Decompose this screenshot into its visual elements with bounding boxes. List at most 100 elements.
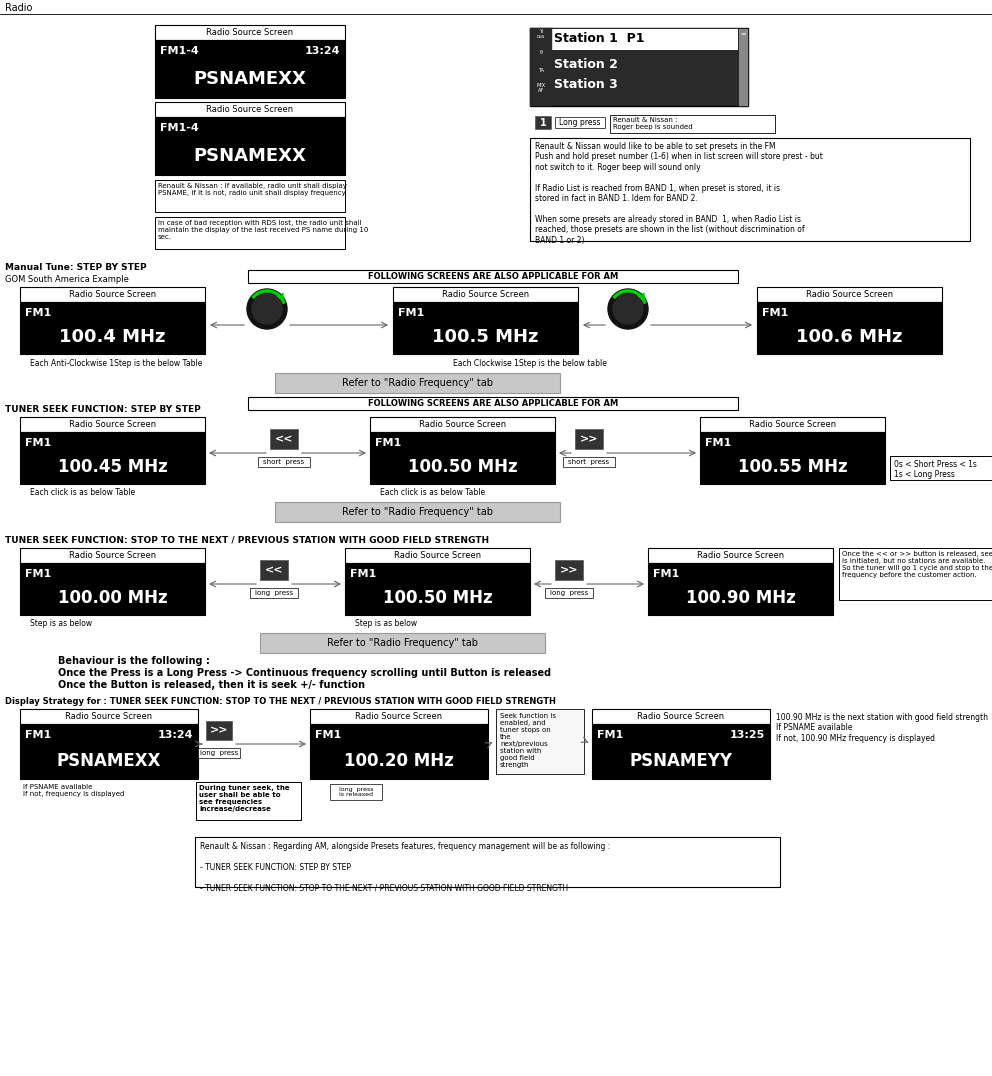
Bar [330, 784, 382, 799]
Circle shape [247, 289, 287, 329]
Bar [345, 563, 530, 615]
Bar [555, 117, 605, 128]
Bar [393, 287, 578, 302]
Text: TUNER SEEK FUNCTION: STEP BY STEP: TUNER SEEK FUNCTION: STEP BY STEP [5, 405, 200, 413]
Text: Each click is as below Table: Each click is as below Table [380, 489, 485, 497]
Text: Once the Press is a Long Press -> Continuous frequency scrolling until Button is: Once the Press is a Long Press -> Contin… [58, 668, 552, 678]
Bar [592, 724, 770, 779]
Bar [545, 587, 593, 598]
Bar [839, 548, 992, 600]
Text: Radio Source Screen: Radio Source Screen [419, 420, 506, 429]
Bar [20, 724, 198, 779]
Text: long  press: long press [550, 590, 588, 596]
Text: Radio: Radio [5, 3, 33, 13]
Circle shape [613, 294, 643, 324]
Text: Renault & Nissan : If available, radio unit shall display
PSNAME, if it is not, : Renault & Nissan : If available, radio u… [158, 183, 347, 196]
Bar [155, 217, 345, 249]
Text: FM1: FM1 [653, 569, 680, 579]
Bar [270, 429, 298, 449]
Text: long  press: long press [255, 590, 293, 596]
Bar [248, 397, 738, 410]
Bar [155, 102, 345, 117]
Text: long  press: long press [199, 750, 238, 756]
Text: During tuner seek, the
user shall be able to
see frequencies
increase/decrease: During tuner seek, the user shall be abl… [199, 785, 290, 812]
Text: Step is as below: Step is as below [30, 619, 92, 628]
Text: Radio Source Screen: Radio Source Screen [749, 420, 836, 429]
Text: 100.45 MHz: 100.45 MHz [58, 458, 168, 477]
Bar [195, 837, 780, 887]
Text: Step is as below: Step is as below [355, 619, 417, 628]
Text: 100.6 MHz: 100.6 MHz [797, 328, 903, 346]
Text: Radio Source Screen: Radio Source Screen [68, 420, 156, 429]
Text: <<: << [265, 565, 284, 575]
Text: FM1: FM1 [398, 308, 425, 318]
Text: >>: >> [579, 434, 598, 444]
Text: long  press
is released: long press is released [338, 787, 373, 797]
Bar [530, 28, 748, 107]
Text: Each Clockwise 1Step is the below table: Each Clockwise 1Step is the below table [453, 359, 607, 368]
Text: 1: 1 [540, 117, 547, 127]
Bar [310, 724, 488, 779]
Text: 100.00 MHz: 100.00 MHz [58, 590, 168, 607]
Text: MIX
AF: MIX AF [537, 83, 546, 94]
Bar [563, 457, 615, 467]
Bar [258, 457, 310, 467]
Bar [890, 456, 992, 480]
Text: 0s < Short Press < 1s
1s < Long Press: 0s < Short Press < 1s 1s < Long Press [894, 461, 977, 480]
Bar [206, 721, 232, 740]
Bar [535, 116, 551, 129]
Text: Refer to "Radio Frequency" tab: Refer to "Radio Frequency" tab [342, 507, 493, 516]
Text: FM1: FM1 [25, 730, 52, 740]
Text: FM1-4: FM1-4 [160, 123, 198, 133]
Bar [155, 25, 345, 40]
Text: TA: TA [538, 68, 544, 72]
Text: Refer to "Radio Frequency" tab: Refer to "Radio Frequency" tab [327, 638, 478, 648]
Text: Renault & Nissan would like to be able to set presets in the FM
Push and hold pr: Renault & Nissan would like to be able t… [535, 142, 823, 244]
Text: Station 2: Station 2 [554, 57, 618, 71]
Text: PSNAMEXX: PSNAMEXX [193, 70, 307, 88]
Text: Radio Source Screen: Radio Source Screen [206, 105, 294, 114]
Bar [530, 28, 738, 49]
Bar [310, 709, 488, 724]
Bar [757, 287, 942, 302]
Text: Radio Source Screen: Radio Source Screen [806, 291, 893, 299]
Text: 100.55 MHz: 100.55 MHz [738, 458, 847, 477]
Text: Once the << or >> button is released, seek operation
is initiated, but no statio: Once the << or >> button is released, se… [842, 551, 992, 578]
Bar [757, 302, 942, 354]
Text: FM1: FM1 [350, 569, 376, 579]
Bar [496, 709, 584, 774]
Text: Radio Source Screen: Radio Source Screen [355, 712, 442, 721]
Bar [20, 287, 205, 302]
Bar [592, 709, 770, 724]
Bar [575, 429, 603, 449]
Bar [20, 431, 205, 484]
Text: PSNAMEXX: PSNAMEXX [57, 752, 162, 770]
Text: FM1: FM1 [25, 308, 52, 318]
Bar [648, 548, 833, 563]
Text: >>: >> [559, 565, 578, 575]
Text: >>: >> [209, 725, 228, 736]
Text: FM1: FM1 [705, 438, 731, 448]
Bar [20, 709, 198, 724]
Text: TUNER SEEK FUNCTION: STOP TO THE NEXT / PREVIOUS STATION WITH GOOD FIELD STRENGT: TUNER SEEK FUNCTION: STOP TO THE NEXT / … [5, 536, 489, 544]
Bar [738, 28, 748, 107]
Text: FOLLOWING SCREENS ARE ALSO APPLICABLE FOR AM: FOLLOWING SCREENS ARE ALSO APPLICABLE FO… [368, 399, 618, 408]
Text: 13:24: 13:24 [305, 46, 340, 56]
Text: 100.20 MHz: 100.20 MHz [344, 752, 454, 770]
Bar [530, 138, 970, 241]
Text: θ: θ [540, 49, 543, 55]
Text: GOM South America Example: GOM South America Example [5, 275, 129, 284]
Text: 13:25: 13:25 [730, 730, 765, 740]
Text: ▬: ▬ [740, 31, 746, 37]
Bar [393, 302, 578, 354]
Text: 100.50 MHz: 100.50 MHz [408, 458, 517, 477]
Text: Yi
cus: Yi cus [537, 29, 546, 40]
Text: Renault & Nissan :
Roger beep is sounded: Renault & Nissan : Roger beep is sounded [613, 117, 692, 130]
Text: Station 3: Station 3 [554, 77, 618, 90]
Text: Once the Button is released, then it is seek +/- function: Once the Button is released, then it is … [58, 680, 365, 690]
Text: Display Strategy for : TUNER SEEK FUNCTION: STOP TO THE NEXT / PREVIOUS STATION : Display Strategy for : TUNER SEEK FUNCTI… [5, 696, 556, 706]
Text: 100.90 MHz is the next station with good field strength
If PSNAME available
If n: 100.90 MHz is the next station with good… [776, 713, 988, 742]
Text: Manual Tune: STEP BY STEP: Manual Tune: STEP BY STEP [5, 264, 147, 272]
Text: Radio Source Screen: Radio Source Screen [697, 551, 784, 560]
Bar [345, 548, 530, 563]
